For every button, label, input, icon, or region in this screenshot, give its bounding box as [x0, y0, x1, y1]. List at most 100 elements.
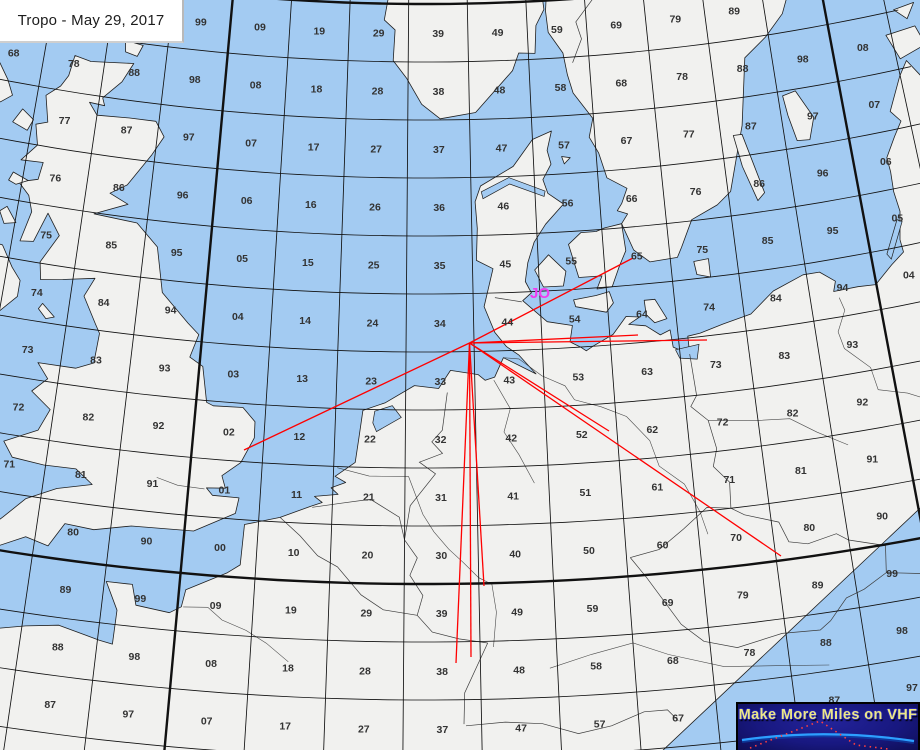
grid-square-label: 17: [279, 721, 291, 733]
grid-square-label: 54: [569, 313, 581, 325]
grid-square-label: 09: [254, 22, 266, 34]
grid-square-label: 49: [511, 606, 523, 618]
grid-square-label: 33: [434, 376, 446, 388]
grid-square-label: 82: [83, 412, 95, 424]
grid-square-label: 06: [241, 195, 253, 207]
grid-square-label: 18: [311, 83, 323, 95]
grid-square-label: 76: [50, 172, 62, 184]
qso-path-lines: [243, 257, 782, 664]
border-line: [279, 517, 488, 644]
grid-square-label: 37: [437, 724, 449, 736]
grid-square-label: 92: [857, 396, 869, 408]
water-body: [372, 405, 402, 433]
grid-square-label: 34: [434, 318, 446, 330]
grid-square-label: 13: [296, 373, 308, 385]
grid-parallel: [0, 360, 920, 411]
grid-square-label: 67: [621, 135, 633, 147]
grid-square-label: 86: [753, 178, 765, 190]
qso-path: [243, 342, 470, 451]
grid-square-label: 97: [807, 111, 819, 123]
grid-square-label: 95: [827, 225, 839, 237]
grid-square-labels: 99 09 19 29 39 49 59 69 79 89 68 78 88 98 08 18 28 38 48 58…: [3, 6, 918, 736]
grid-square-label: 24: [367, 317, 379, 329]
border-line: [572, 0, 593, 63]
grid-square-label: 88: [128, 67, 140, 79]
grid-square-label: 74: [31, 287, 43, 299]
grid-square-label: 30: [436, 550, 448, 562]
grid-square-label: 73: [22, 344, 34, 356]
grid-parallel: [0, 655, 920, 701]
land-polygon: [38, 303, 55, 319]
grid-square-label: 78: [68, 58, 80, 70]
grid-square-label: 52: [576, 429, 588, 441]
grid-square-label: 95: [171, 247, 183, 259]
grid-square-label: 45: [500, 259, 512, 271]
grid-square-label: 08: [250, 80, 262, 92]
qso-path: [469, 339, 708, 344]
grid-square-label: 29: [360, 607, 372, 619]
land-polygon: [693, 258, 711, 278]
grid-square-label: 87: [121, 124, 133, 136]
grid-square-label: 79: [737, 589, 749, 601]
grid-square-label: 04: [232, 311, 244, 323]
qso-path: [469, 334, 639, 344]
field-label-jo: JO: [530, 285, 550, 302]
grid-square-label: 01: [219, 484, 231, 496]
water-body: [886, 219, 903, 260]
grid-square-label: 17: [308, 141, 320, 153]
grid-square-label: 08: [205, 658, 217, 670]
grid-square-label: 39: [432, 28, 444, 40]
grid-square-label: 00: [214, 542, 226, 554]
land-polygon: [893, 2, 914, 20]
grid-square-label: 46: [498, 201, 510, 213]
grid-square-label: 59: [587, 603, 599, 615]
grid-square-label: 93: [159, 362, 171, 374]
mmmonvhf-logo: Make More Miles on VHF: [736, 702, 920, 750]
grid-square-label: 38: [436, 666, 448, 678]
grid-square-label: 08: [857, 42, 869, 54]
grid-square-label: 05: [891, 213, 903, 225]
grid-square-label: 16: [305, 199, 317, 211]
grid-square-label: 69: [610, 20, 622, 32]
grid-square-label: 44: [502, 317, 514, 329]
grid-square-label: 71: [723, 474, 735, 486]
grid-square-label: 77: [683, 129, 695, 141]
grid-square-label: 83: [90, 354, 102, 366]
grid-square-label: 69: [662, 597, 674, 609]
grid-square-label: 19: [285, 605, 297, 617]
grid-square-label: 53: [572, 371, 584, 383]
grid-square-label: 20: [362, 549, 374, 561]
logo-art: [741, 720, 915, 750]
grid-square-label: 73: [710, 359, 722, 371]
grid-square-label: 68: [667, 655, 679, 667]
border-line: [312, 498, 405, 540]
river-line: [156, 477, 205, 490]
grid-square-label: 39: [436, 608, 448, 620]
grid-square-label: 06: [880, 156, 892, 168]
grid-square-label: 89: [812, 580, 824, 592]
grid-square-label: 07: [245, 137, 257, 149]
land-polygon: [12, 108, 34, 131]
grid-square-label: 75: [40, 230, 52, 242]
grid-field-parallel: [276, 0, 575, 6]
grid-square-label: 94: [837, 282, 849, 294]
land-polygon: [0, 243, 21, 312]
grid-square-label: 98: [189, 74, 201, 86]
grid-square-label: 48: [513, 664, 525, 676]
grid-square-label: 94: [165, 305, 177, 317]
grid-square-label: 47: [515, 722, 527, 734]
grid-square-label: 99: [886, 568, 898, 580]
grid-square-label: 58: [555, 82, 567, 94]
grid-square-label: 12: [294, 431, 306, 443]
grid-square-label: 90: [876, 511, 888, 523]
grid-square-label: 98: [129, 651, 141, 663]
grid-square-label: 92: [153, 420, 165, 432]
qso-path: [469, 257, 634, 344]
river-line: [837, 297, 920, 398]
grid-square-label: 93: [847, 339, 859, 351]
water-body: [480, 177, 546, 200]
grid-parallel: [0, 596, 920, 643]
grid-square-label: 83: [778, 350, 790, 362]
grid-square-label: 82: [787, 407, 799, 419]
grid-square-label: 89: [728, 6, 740, 18]
